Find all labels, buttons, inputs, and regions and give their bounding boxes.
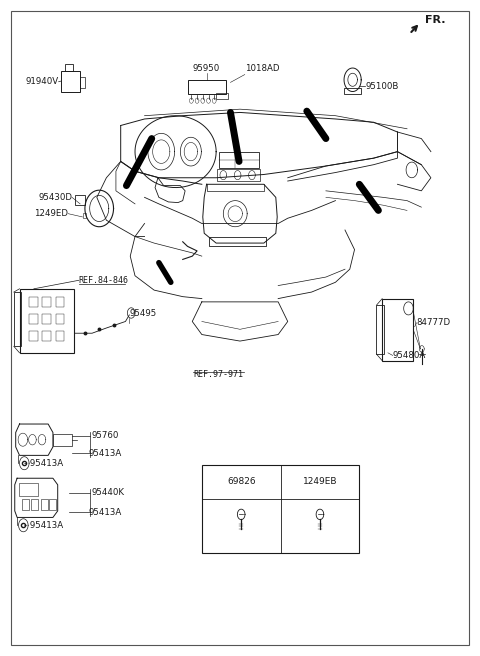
Text: FR.: FR. xyxy=(425,14,445,25)
Text: 95430D: 95430D xyxy=(38,193,72,202)
Text: 95100B: 95100B xyxy=(365,82,398,91)
Text: 95413A: 95413A xyxy=(88,449,121,458)
Bar xyxy=(32,499,38,510)
Bar xyxy=(80,77,85,89)
Text: 69826: 69826 xyxy=(227,478,255,487)
Bar xyxy=(75,195,85,205)
Bar xyxy=(29,297,37,307)
Text: 1249ED: 1249ED xyxy=(34,209,68,218)
Bar xyxy=(42,331,51,341)
Bar xyxy=(29,331,37,341)
Bar xyxy=(56,331,64,341)
Bar xyxy=(376,305,384,354)
Bar xyxy=(218,152,259,168)
Text: 95440K: 95440K xyxy=(91,488,124,497)
Text: 95760: 95760 xyxy=(91,431,119,440)
Bar xyxy=(41,499,48,510)
Text: 84777D: 84777D xyxy=(417,318,451,327)
Bar xyxy=(20,289,74,353)
Text: - 95413A: - 95413A xyxy=(24,521,63,530)
Text: 1018AD: 1018AD xyxy=(245,64,279,73)
Bar xyxy=(19,483,37,496)
Bar xyxy=(42,297,51,307)
Bar xyxy=(14,292,21,346)
Bar xyxy=(65,64,73,71)
Bar xyxy=(83,213,86,218)
Bar xyxy=(188,80,226,94)
Text: REF.97-971: REF.97-971 xyxy=(193,371,243,379)
Bar xyxy=(344,88,361,94)
Bar xyxy=(53,434,72,445)
Bar xyxy=(217,169,260,181)
Text: 95413A: 95413A xyxy=(88,508,121,517)
Bar xyxy=(202,465,360,554)
Text: 91940V: 91940V xyxy=(25,77,59,86)
Bar xyxy=(56,297,64,307)
Bar xyxy=(216,93,228,99)
Text: 95495: 95495 xyxy=(129,309,156,318)
Bar xyxy=(56,314,64,324)
Text: 1249EB: 1249EB xyxy=(303,478,337,487)
Bar xyxy=(42,314,51,324)
Bar xyxy=(29,314,37,324)
Text: - 95413A: - 95413A xyxy=(24,459,63,468)
Bar xyxy=(49,499,56,510)
Text: 95480A: 95480A xyxy=(393,351,426,360)
Bar xyxy=(382,298,413,361)
Bar xyxy=(22,499,29,510)
Text: 95950: 95950 xyxy=(193,64,220,73)
Text: REF.84-846: REF.84-846 xyxy=(79,276,129,285)
Bar xyxy=(61,71,80,92)
